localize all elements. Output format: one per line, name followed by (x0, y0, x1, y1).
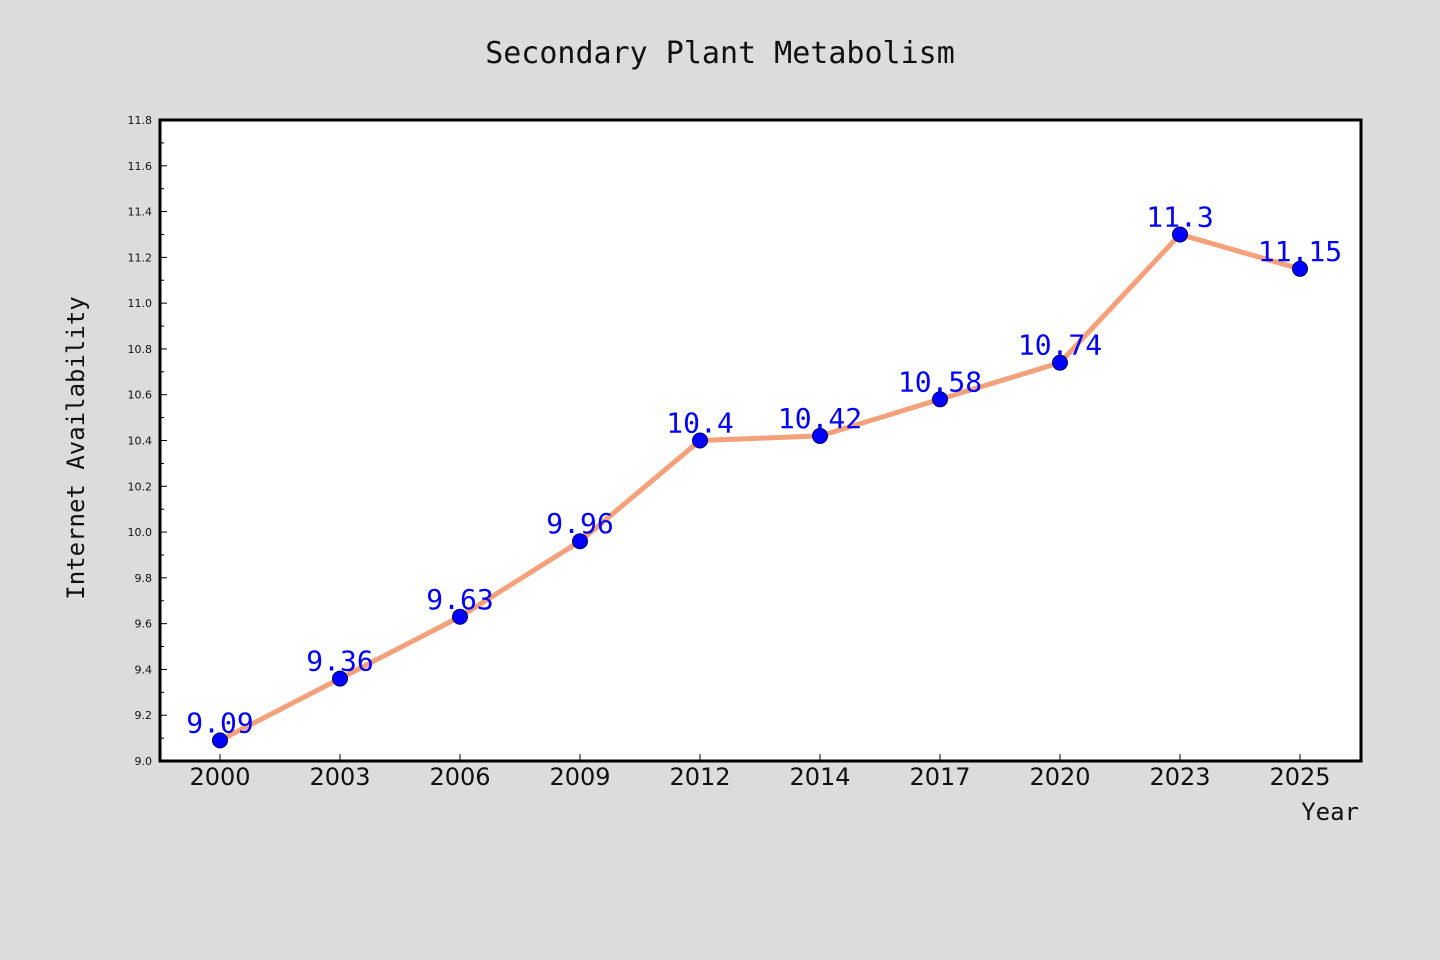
data-point (692, 432, 708, 449)
y-tick-label: 10.0 (128, 526, 153, 539)
x-axis: 2000 2003 2006 2009 2012 2014 2017 2020 2023 2025 (189, 754, 1331, 791)
x-tick-label: 2000 (189, 763, 250, 791)
data-point (332, 670, 348, 687)
y-tick-label: 11.6 (128, 160, 153, 173)
data-label: 10.58 (898, 365, 982, 398)
y-tick-label: 10.6 (128, 389, 153, 402)
x-tick-label: 2023 (1149, 763, 1210, 791)
plot-frame (158, 118, 1363, 763)
data-point (1292, 260, 1308, 277)
data-label: 10.74 (1018, 329, 1102, 362)
data-label: 9.09 (186, 706, 253, 739)
x-tick-label: 2014 (789, 763, 850, 791)
data-point (932, 391, 948, 408)
x-tick-label: 2017 (909, 763, 970, 791)
y-tick-label: 9.8 (135, 572, 153, 585)
y-tick-label: 11.2 (128, 251, 153, 264)
y-tick-label: 10.8 (128, 343, 153, 356)
data-label: 9.96 (546, 507, 613, 540)
data-point (1052, 354, 1068, 371)
y-tick-label: 9.4 (135, 663, 153, 676)
data-label: 10.42 (778, 402, 862, 435)
data-label: 11.15 (1258, 235, 1342, 268)
y-axis-label: Internet Availability (62, 296, 90, 599)
x-tick-label: 2020 (1029, 763, 1090, 791)
x-axis-label: Year (1301, 798, 1359, 826)
data-label: 9.36 (306, 645, 373, 678)
series-layer: 9.09 9.36 9.63 9.96 10.4 10.42 10.58 10.74 11.3 1… (186, 200, 1342, 749)
y-tick-label: 11.4 (128, 206, 153, 219)
data-label: 10.4 (666, 407, 733, 440)
y-tick-label: 11.0 (128, 297, 153, 310)
x-tick-label: 2012 (669, 763, 730, 791)
data-point (212, 732, 228, 749)
x-tick-label: 2006 (429, 763, 490, 791)
y-tick-label: 10.2 (128, 480, 153, 493)
y-axis: 9.0 9.2 9.4 9.6 9.8 10.0 10.2 10.4 10.6 10.8 11.0 1… (128, 114, 167, 768)
chart-title: Secondary Plant Metabolism (485, 36, 955, 71)
y-tick-label: 9.6 (135, 618, 153, 631)
data-label: 9.63 (426, 583, 493, 616)
data-point (572, 533, 588, 550)
x-tick-label: 2003 (309, 763, 370, 791)
x-tick-label: 2009 (549, 763, 610, 791)
data-label: 11.3 (1146, 200, 1213, 233)
series-line (217, 231, 1303, 743)
data-point (812, 427, 828, 444)
y-tick-label: 9.0 (135, 755, 153, 768)
y-tick-label: 10.4 (128, 435, 153, 448)
y-tick-label: 11.8 (128, 114, 153, 127)
y-tick-label: 9.2 (135, 709, 153, 722)
x-tick-label: 2025 (1269, 763, 1330, 791)
data-point (452, 608, 468, 625)
data-point (1172, 226, 1188, 243)
